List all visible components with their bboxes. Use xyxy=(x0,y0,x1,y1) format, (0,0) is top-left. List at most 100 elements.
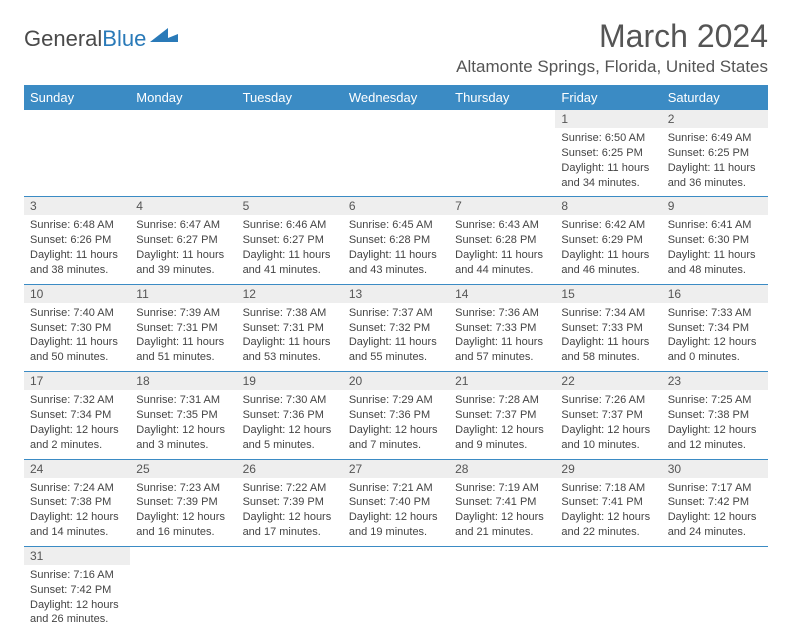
day-number: 13 xyxy=(343,285,449,303)
day-details: Sunrise: 7:40 AMSunset: 7:30 PMDaylight:… xyxy=(24,303,130,371)
day-number: 30 xyxy=(662,460,768,478)
weekday-header: Sunday xyxy=(24,85,130,110)
day-details: Sunrise: 6:42 AMSunset: 6:29 PMDaylight:… xyxy=(555,215,661,283)
calendar-day-cell: 19Sunrise: 7:30 AMSunset: 7:36 PMDayligh… xyxy=(237,372,343,459)
calendar-day-cell: 18Sunrise: 7:31 AMSunset: 7:35 PMDayligh… xyxy=(130,372,236,459)
day-number: 3 xyxy=(24,197,130,215)
location: Altamonte Springs, Florida, United State… xyxy=(456,57,768,77)
day-details: Sunrise: 7:32 AMSunset: 7:34 PMDaylight:… xyxy=(24,390,130,458)
day-details: Sunrise: 7:18 AMSunset: 7:41 PMDaylight:… xyxy=(555,478,661,546)
calendar-empty-cell xyxy=(237,546,343,633)
calendar-day-cell: 31Sunrise: 7:16 AMSunset: 7:42 PMDayligh… xyxy=(24,546,130,633)
day-number: 14 xyxy=(449,285,555,303)
calendar-empty-cell xyxy=(662,546,768,633)
calendar-day-cell: 15Sunrise: 7:34 AMSunset: 7:33 PMDayligh… xyxy=(555,284,661,371)
day-number: 17 xyxy=(24,372,130,390)
header: GeneralBlue March 2024 Altamonte Springs… xyxy=(24,18,768,77)
weekday-header: Wednesday xyxy=(343,85,449,110)
calendar-day-cell: 30Sunrise: 7:17 AMSunset: 7:42 PMDayligh… xyxy=(662,459,768,546)
weekday-header: Friday xyxy=(555,85,661,110)
day-number: 31 xyxy=(24,547,130,565)
day-details: Sunrise: 7:23 AMSunset: 7:39 PMDaylight:… xyxy=(130,478,236,546)
calendar-day-cell: 29Sunrise: 7:18 AMSunset: 7:41 PMDayligh… xyxy=(555,459,661,546)
day-details: Sunrise: 6:47 AMSunset: 6:27 PMDaylight:… xyxy=(130,215,236,283)
day-details: Sunrise: 7:16 AMSunset: 7:42 PMDaylight:… xyxy=(24,565,130,633)
calendar-day-cell: 1Sunrise: 6:50 AMSunset: 6:25 PMDaylight… xyxy=(555,110,661,197)
calendar-empty-cell xyxy=(449,546,555,633)
calendar-day-cell: 9Sunrise: 6:41 AMSunset: 6:30 PMDaylight… xyxy=(662,197,768,284)
day-number: 25 xyxy=(130,460,236,478)
calendar-empty-cell xyxy=(237,110,343,197)
day-details: Sunrise: 6:48 AMSunset: 6:26 PMDaylight:… xyxy=(24,215,130,283)
weekday-header-row: SundayMondayTuesdayWednesdayThursdayFrid… xyxy=(24,85,768,110)
day-number: 6 xyxy=(343,197,449,215)
calendar-day-cell: 12Sunrise: 7:38 AMSunset: 7:31 PMDayligh… xyxy=(237,284,343,371)
day-number: 5 xyxy=(237,197,343,215)
calendar-empty-cell xyxy=(24,110,130,197)
day-number: 20 xyxy=(343,372,449,390)
day-details: Sunrise: 7:31 AMSunset: 7:35 PMDaylight:… xyxy=(130,390,236,458)
weekday-header: Thursday xyxy=(449,85,555,110)
weekday-header: Tuesday xyxy=(237,85,343,110)
calendar-day-cell: 6Sunrise: 6:45 AMSunset: 6:28 PMDaylight… xyxy=(343,197,449,284)
weekday-header: Monday xyxy=(130,85,236,110)
day-details: Sunrise: 7:25 AMSunset: 7:38 PMDaylight:… xyxy=(662,390,768,458)
month-title: March 2024 xyxy=(456,18,768,55)
calendar-day-cell: 21Sunrise: 7:28 AMSunset: 7:37 PMDayligh… xyxy=(449,372,555,459)
day-details: Sunrise: 6:50 AMSunset: 6:25 PMDaylight:… xyxy=(555,128,661,196)
day-details: Sunrise: 7:34 AMSunset: 7:33 PMDaylight:… xyxy=(555,303,661,371)
calendar-day-cell: 27Sunrise: 7:21 AMSunset: 7:40 PMDayligh… xyxy=(343,459,449,546)
calendar-empty-cell xyxy=(130,546,236,633)
day-number: 10 xyxy=(24,285,130,303)
day-number: 29 xyxy=(555,460,661,478)
day-details: Sunrise: 7:33 AMSunset: 7:34 PMDaylight:… xyxy=(662,303,768,371)
day-number: 16 xyxy=(662,285,768,303)
day-number: 22 xyxy=(555,372,661,390)
day-details: Sunrise: 7:39 AMSunset: 7:31 PMDaylight:… xyxy=(130,303,236,371)
day-number: 1 xyxy=(555,110,661,128)
calendar-day-cell: 23Sunrise: 7:25 AMSunset: 7:38 PMDayligh… xyxy=(662,372,768,459)
calendar-empty-cell xyxy=(555,546,661,633)
logo-text-general: General xyxy=(24,26,102,52)
calendar-week-row: 1Sunrise: 6:50 AMSunset: 6:25 PMDaylight… xyxy=(24,110,768,197)
day-number: 23 xyxy=(662,372,768,390)
day-number: 26 xyxy=(237,460,343,478)
day-details: Sunrise: 7:19 AMSunset: 7:41 PMDaylight:… xyxy=(449,478,555,546)
calendar-day-cell: 3Sunrise: 6:48 AMSunset: 6:26 PMDaylight… xyxy=(24,197,130,284)
day-number: 24 xyxy=(24,460,130,478)
calendar-day-cell: 26Sunrise: 7:22 AMSunset: 7:39 PMDayligh… xyxy=(237,459,343,546)
calendar-day-cell: 14Sunrise: 7:36 AMSunset: 7:33 PMDayligh… xyxy=(449,284,555,371)
calendar-week-row: 17Sunrise: 7:32 AMSunset: 7:34 PMDayligh… xyxy=(24,372,768,459)
day-number: 12 xyxy=(237,285,343,303)
calendar-day-cell: 8Sunrise: 6:42 AMSunset: 6:29 PMDaylight… xyxy=(555,197,661,284)
calendar-day-cell: 13Sunrise: 7:37 AMSunset: 7:32 PMDayligh… xyxy=(343,284,449,371)
calendar-day-cell: 20Sunrise: 7:29 AMSunset: 7:36 PMDayligh… xyxy=(343,372,449,459)
day-number: 19 xyxy=(237,372,343,390)
day-details: Sunrise: 6:43 AMSunset: 6:28 PMDaylight:… xyxy=(449,215,555,283)
day-number: 7 xyxy=(449,197,555,215)
calendar-day-cell: 17Sunrise: 7:32 AMSunset: 7:34 PMDayligh… xyxy=(24,372,130,459)
calendar-day-cell: 10Sunrise: 7:40 AMSunset: 7:30 PMDayligh… xyxy=(24,284,130,371)
calendar-day-cell: 2Sunrise: 6:49 AMSunset: 6:25 PMDaylight… xyxy=(662,110,768,197)
day-details: Sunrise: 7:30 AMSunset: 7:36 PMDaylight:… xyxy=(237,390,343,458)
calendar-day-cell: 11Sunrise: 7:39 AMSunset: 7:31 PMDayligh… xyxy=(130,284,236,371)
day-number: 2 xyxy=(662,110,768,128)
calendar-week-row: 3Sunrise: 6:48 AMSunset: 6:26 PMDaylight… xyxy=(24,197,768,284)
day-details: Sunrise: 7:21 AMSunset: 7:40 PMDaylight:… xyxy=(343,478,449,546)
calendar-empty-cell xyxy=(130,110,236,197)
calendar-week-row: 31Sunrise: 7:16 AMSunset: 7:42 PMDayligh… xyxy=(24,546,768,633)
flag-icon xyxy=(150,26,178,52)
day-details: Sunrise: 7:22 AMSunset: 7:39 PMDaylight:… xyxy=(237,478,343,546)
day-details: Sunrise: 7:36 AMSunset: 7:33 PMDaylight:… xyxy=(449,303,555,371)
calendar-empty-cell xyxy=(343,110,449,197)
day-number: 9 xyxy=(662,197,768,215)
calendar-day-cell: 5Sunrise: 6:46 AMSunset: 6:27 PMDaylight… xyxy=(237,197,343,284)
day-number: 18 xyxy=(130,372,236,390)
title-block: March 2024 Altamonte Springs, Florida, U… xyxy=(456,18,768,77)
day-details: Sunrise: 7:38 AMSunset: 7:31 PMDaylight:… xyxy=(237,303,343,371)
calendar-empty-cell xyxy=(449,110,555,197)
calendar-week-row: 24Sunrise: 7:24 AMSunset: 7:38 PMDayligh… xyxy=(24,459,768,546)
day-details: Sunrise: 7:28 AMSunset: 7:37 PMDaylight:… xyxy=(449,390,555,458)
day-details: Sunrise: 6:41 AMSunset: 6:30 PMDaylight:… xyxy=(662,215,768,283)
day-details: Sunrise: 6:45 AMSunset: 6:28 PMDaylight:… xyxy=(343,215,449,283)
